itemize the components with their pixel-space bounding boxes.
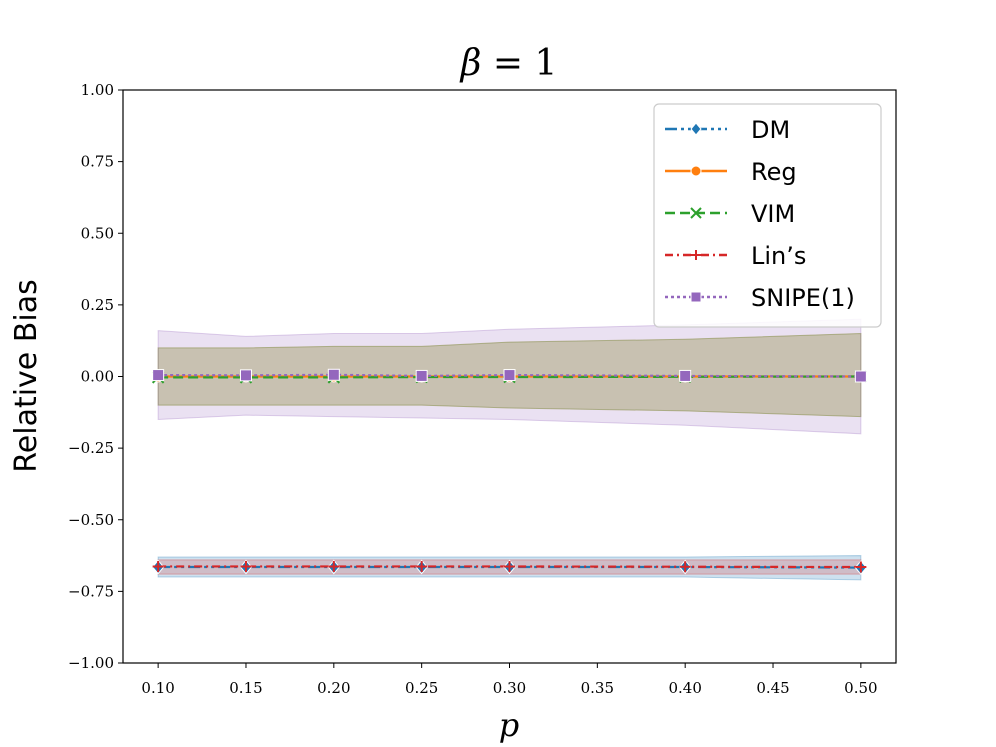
y-tick-label: 0.25 — [81, 296, 114, 314]
x-tick-label: 0.15 — [229, 679, 262, 697]
point-lin-s — [504, 560, 515, 572]
legend-label-dm: DM — [751, 116, 790, 144]
y-tick-label: 1.00 — [81, 81, 114, 99]
legend-label-snipe-1: SNIPE(1) — [751, 284, 855, 312]
x-axis-label: p — [499, 706, 519, 744]
y-tick-label: −1.00 — [68, 654, 114, 672]
x-tick-label: 0.35 — [581, 679, 614, 697]
legend-marker-vim — [690, 207, 702, 219]
y-tick-label: 0.75 — [81, 153, 114, 171]
y-tick-label: −0.75 — [68, 582, 114, 600]
legend-marker-dm — [690, 122, 702, 136]
point-snipe-1 — [415, 369, 428, 382]
y-tick-label: 0.00 — [81, 368, 114, 386]
x-tick-label: 0.20 — [317, 679, 350, 697]
legend-marker-lin-s — [691, 250, 701, 260]
legend: DM Reg VIM Lin’s SNIPE(1) — [653, 103, 882, 328]
y-tick-label: −0.25 — [68, 439, 114, 457]
y-axis-label: Relative Bias — [9, 279, 44, 472]
chart-title-symbol: β — [459, 43, 482, 84]
y-tick-label: 0.50 — [81, 224, 114, 242]
point-snipe-1 — [239, 369, 252, 382]
legend-label-lin-s: Lin’s — [751, 242, 806, 270]
x-tick-label: 0.10 — [141, 679, 174, 697]
point-lin-s — [240, 560, 252, 572]
point-lin-s — [416, 560, 428, 572]
chart-title: β = 1 — [459, 43, 558, 84]
point-snipe-1 — [854, 370, 867, 383]
point-snipe-1 — [327, 368, 340, 381]
x-axis-ticks: 0.10 0.15 0.20 0.25 0.30 0.35 0.40 0.45 0.50 — [141, 663, 878, 697]
y-tick-label: −0.50 — [68, 511, 114, 529]
legend-marker-reg — [690, 165, 702, 177]
point-snipe-1 — [503, 369, 516, 382]
x-tick-label: 0.25 — [405, 679, 438, 697]
point-lin-s — [855, 561, 867, 573]
chart-title-value: = 1 — [481, 43, 557, 84]
point-lin-s — [328, 560, 340, 572]
x-tick-label: 0.40 — [668, 679, 701, 697]
confidence-bands — [157, 318, 862, 581]
point-snipe-1 — [679, 369, 692, 382]
legend-label-vim: VIM — [751, 200, 795, 228]
x-tick-label: 0.50 — [844, 679, 877, 697]
x-tick-label: 0.45 — [756, 679, 789, 697]
point-lin-s — [679, 561, 691, 573]
point-snipe-1 — [152, 369, 165, 382]
series-markers — [151, 368, 868, 575]
legend-marker-snipe-1 — [690, 291, 702, 303]
x-tick-label: 0.30 — [493, 679, 526, 697]
legend-box — [653, 103, 882, 328]
point-lin-s — [152, 560, 164, 572]
y-axis-ticks: 1.00 0.75 0.50 0.25 0.00 −0.25 −0.50 −0.75 −1.00 — [68, 81, 123, 672]
legend-label-reg: Reg — [751, 158, 797, 186]
